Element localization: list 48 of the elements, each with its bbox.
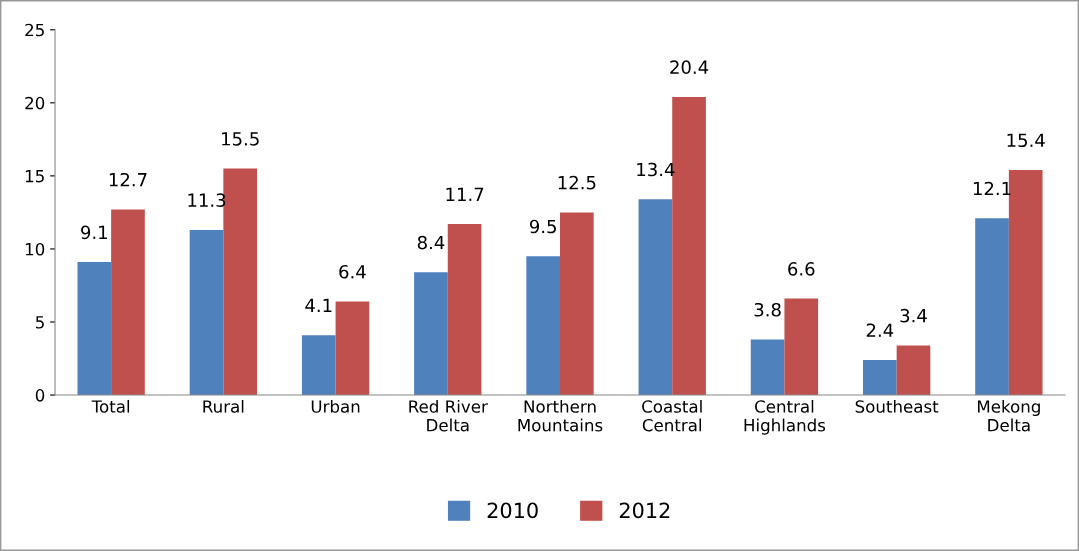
y-tick-label: 20 [25,96,45,110]
data-label: 6.6 [788,262,815,276]
bar [111,209,145,396]
y-tick-label: 25 [25,23,44,37]
data-label: 3.8 [754,302,781,317]
x-tick-label: Urban [311,399,360,413]
data-label: 2.4 [866,323,894,337]
x-tick-label: Rural [203,399,244,413]
data-label: 15.4 [1007,133,1045,148]
bar [862,360,897,396]
bar [784,298,819,396]
bar [189,229,224,396]
bar [223,168,258,396]
legend-label: 2012 [619,502,670,519]
data-label: 4.1 [305,298,332,312]
data-label: 8.4 [417,235,445,250]
bar [335,301,370,396]
x-tick-label: Total [91,399,130,413]
y-tick-label: 0 [35,389,45,402]
bar [750,339,785,396]
data-label: 12.5 [558,175,596,190]
x-tick-label: Coastal Central [642,399,702,432]
y-tick-label: 15 [25,170,44,183]
data-label: 15.5 [222,132,259,146]
data-label: 9.5 [529,219,556,234]
bar [560,212,594,396]
data-label: 9.1 [81,225,107,240]
data-label: 6.4 [339,264,366,279]
bar [526,256,560,396]
bar [896,345,931,396]
bar [975,218,1009,396]
y-tick-label: 10 [25,242,45,256]
x-tick-label: Southeast [855,399,939,413]
data-label: 3.4 [900,308,927,323]
legend-label: 2010 [487,502,538,519]
data-label: 12.7 [109,172,147,187]
bar [447,224,482,396]
x-tick-label: Northern Mountains [518,399,603,432]
bar [77,262,112,396]
bar [414,272,448,396]
x-tick-label: Red River Delta [409,399,488,432]
y-tick-label: 5 [35,316,44,329]
bar [638,199,673,396]
data-label: 11.7 [446,187,484,201]
x-tick-label: Central Highlands [744,399,826,435]
data-label: 20.4 [670,60,709,75]
bar [301,335,336,396]
x-tick-label: Mekong Delta [977,399,1040,432]
